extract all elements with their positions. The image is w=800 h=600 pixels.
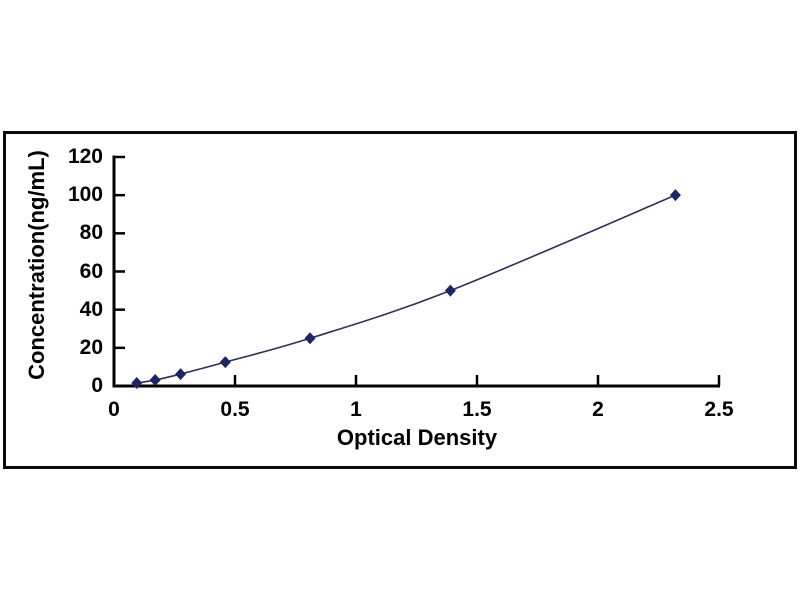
x-axis-title: Optical Density (336, 425, 498, 450)
data-point-marker (149, 374, 161, 387)
data-point-marker (131, 377, 143, 390)
x-tick-label: 0.5 (220, 398, 250, 421)
data-point-marker (304, 332, 316, 345)
y-tick-label: 40 (79, 297, 103, 321)
data-point-marker (444, 284, 456, 297)
data-point-marker (669, 189, 681, 202)
x-tick-label: 1 (350, 398, 362, 421)
x-tick-label: 0 (108, 398, 120, 421)
x-tick-label: 2.5 (704, 398, 734, 421)
data-point-marker (219, 356, 231, 369)
y-tick-label: 60 (79, 259, 103, 283)
chart-frame (3, 131, 797, 469)
x-tick-label: 1.5 (462, 398, 492, 421)
y-tick-label: 100 (67, 183, 103, 207)
y-tick-label: 120 (67, 145, 103, 168)
standard-curve-line (136, 194, 676, 384)
y-axis-title: Concentration(ng/mL) (24, 150, 49, 380)
y-tick-label: 0 (91, 374, 103, 397)
y-tick-label: 80 (79, 221, 103, 245)
x-tick-label: 2 (592, 398, 604, 421)
data-point-marker (175, 368, 187, 381)
y-tick-label: 20 (79, 335, 103, 359)
